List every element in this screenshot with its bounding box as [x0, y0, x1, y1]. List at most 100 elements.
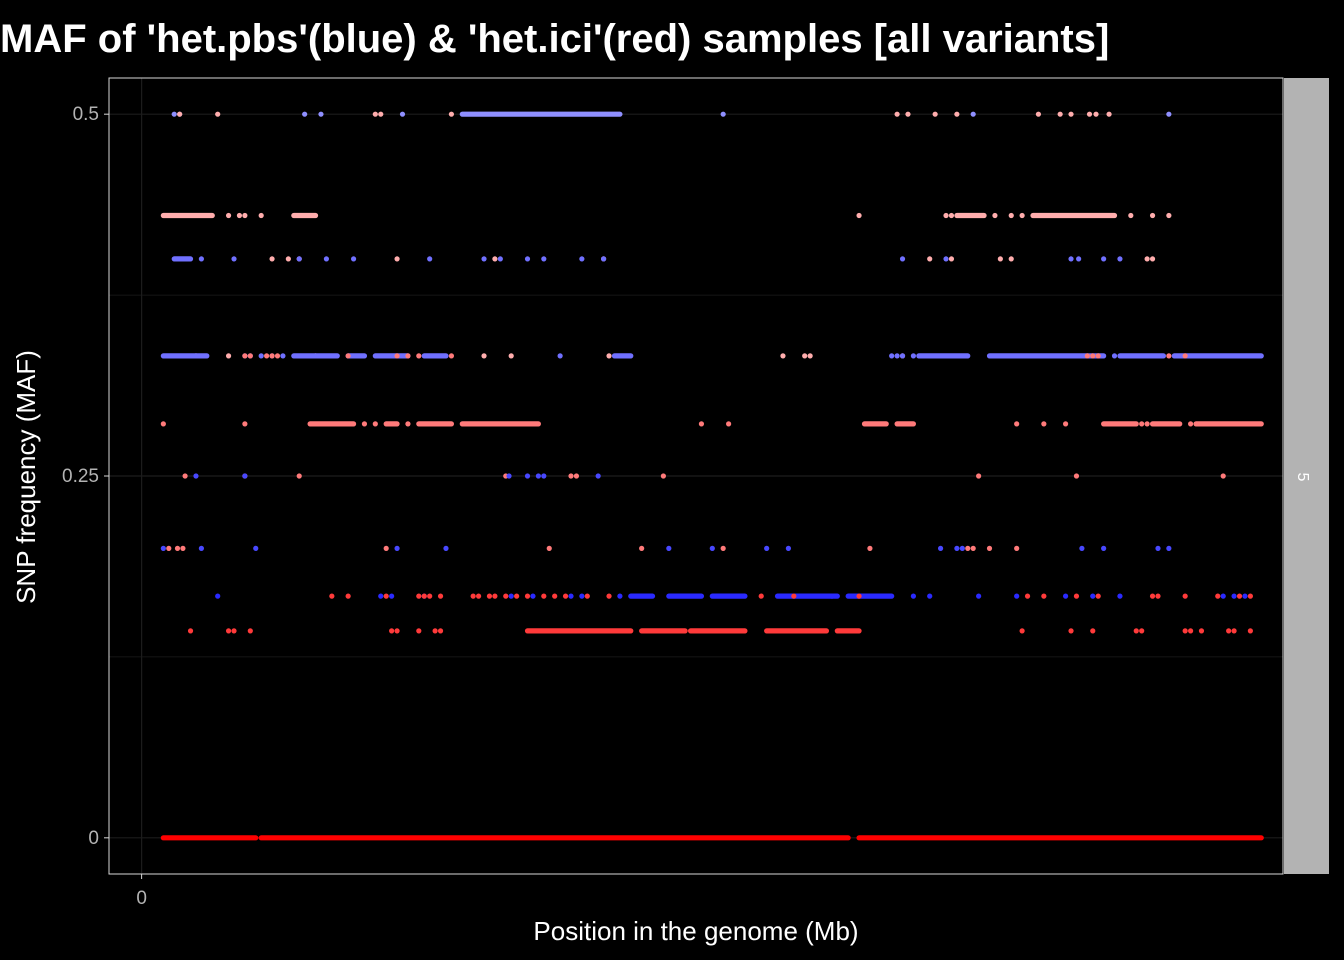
data-point [524, 593, 531, 599]
data-point [225, 212, 232, 219]
data-point [225, 628, 232, 634]
data-point [1062, 421, 1069, 427]
data-point [236, 212, 243, 219]
data-point [829, 593, 835, 599]
data-point [894, 111, 900, 117]
data-point [242, 473, 248, 479]
data-point [992, 212, 998, 219]
data-point [481, 353, 487, 359]
data-point [296, 473, 302, 479]
data-point [405, 421, 411, 427]
data-point [1198, 628, 1205, 634]
data-point [937, 545, 944, 551]
data-point [394, 256, 400, 262]
data-point [1155, 593, 1161, 599]
data-point [225, 353, 232, 359]
data-point [954, 545, 960, 551]
data-point [807, 353, 813, 359]
data-point [497, 256, 503, 262]
data-point [378, 593, 384, 599]
data-point [1231, 628, 1237, 634]
data-point [1133, 628, 1139, 634]
data-point [1014, 545, 1020, 551]
data-point [562, 593, 569, 599]
data-point [1166, 212, 1172, 219]
data-point [269, 353, 275, 359]
data-point [274, 353, 281, 359]
y-tick-label: 0 [88, 828, 99, 849]
data-point [443, 545, 449, 551]
axis-ticks: 0 0.25 0.5 0 [62, 104, 147, 909]
data-point [1144, 421, 1150, 427]
data-point [910, 353, 917, 359]
data-point [541, 593, 547, 599]
data-point [1182, 593, 1188, 599]
data-point [506, 473, 512, 479]
data-point [448, 353, 455, 359]
data-point [264, 353, 270, 359]
data-point [350, 256, 357, 262]
data-point [959, 545, 965, 551]
data-point [242, 353, 248, 359]
data-point [193, 473, 199, 479]
data-point [905, 111, 911, 117]
data-point [856, 593, 862, 599]
data-point [437, 628, 444, 634]
data-point [1139, 421, 1145, 427]
data-point [1155, 545, 1161, 551]
data-point [573, 473, 580, 479]
data-point [171, 111, 177, 117]
data-point [899, 353, 906, 359]
data-point [1106, 111, 1112, 117]
data-point [1231, 593, 1237, 599]
x-tick-label: 0 [136, 888, 147, 909]
data-point [948, 212, 955, 219]
data-point [1101, 256, 1107, 262]
data-point [579, 256, 585, 262]
data-point [361, 421, 368, 427]
data-point [492, 256, 498, 262]
data-point [976, 593, 982, 599]
data-point [1215, 593, 1221, 599]
data-point [231, 256, 237, 262]
data-point [383, 593, 389, 599]
data-point [1095, 593, 1101, 599]
data-point [174, 545, 181, 551]
data-point [427, 593, 433, 599]
data-point [1111, 353, 1118, 359]
data-point [1041, 593, 1047, 599]
data-point [389, 593, 395, 599]
data-point [372, 421, 378, 427]
data-point [606, 593, 612, 599]
data-point [258, 353, 264, 359]
data-point [1068, 256, 1074, 262]
x-axis-label: Position in the genome (Mb) [533, 916, 858, 946]
data-point [285, 256, 291, 262]
data-point [986, 545, 993, 551]
data-point [1079, 545, 1085, 551]
data-point [166, 545, 172, 551]
data-point [927, 256, 933, 262]
data-point [231, 628, 237, 634]
data-point [1041, 421, 1047, 427]
data-point [372, 111, 378, 117]
data-point [215, 593, 221, 599]
data-point [247, 628, 253, 634]
data-point [508, 593, 514, 599]
facet-strip [1284, 78, 1329, 874]
data-point [1068, 628, 1074, 634]
data-point [948, 256, 955, 262]
data-point [965, 545, 971, 551]
data-point [269, 256, 275, 262]
data-point [666, 545, 672, 551]
data-point [1090, 353, 1096, 359]
data-point [1076, 256, 1082, 262]
data-point [568, 473, 574, 479]
data-point [394, 545, 400, 551]
data-point [378, 111, 384, 117]
data-point [943, 256, 949, 262]
data-point [177, 111, 183, 117]
data-point [1247, 593, 1253, 599]
data-point [280, 353, 286, 359]
data-point [1090, 628, 1096, 634]
